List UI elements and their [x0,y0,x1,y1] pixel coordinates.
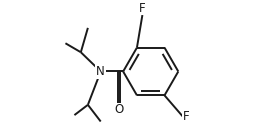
Text: O: O [114,103,123,116]
Text: N: N [96,65,105,78]
Text: F: F [183,110,189,123]
Text: F: F [139,2,146,15]
